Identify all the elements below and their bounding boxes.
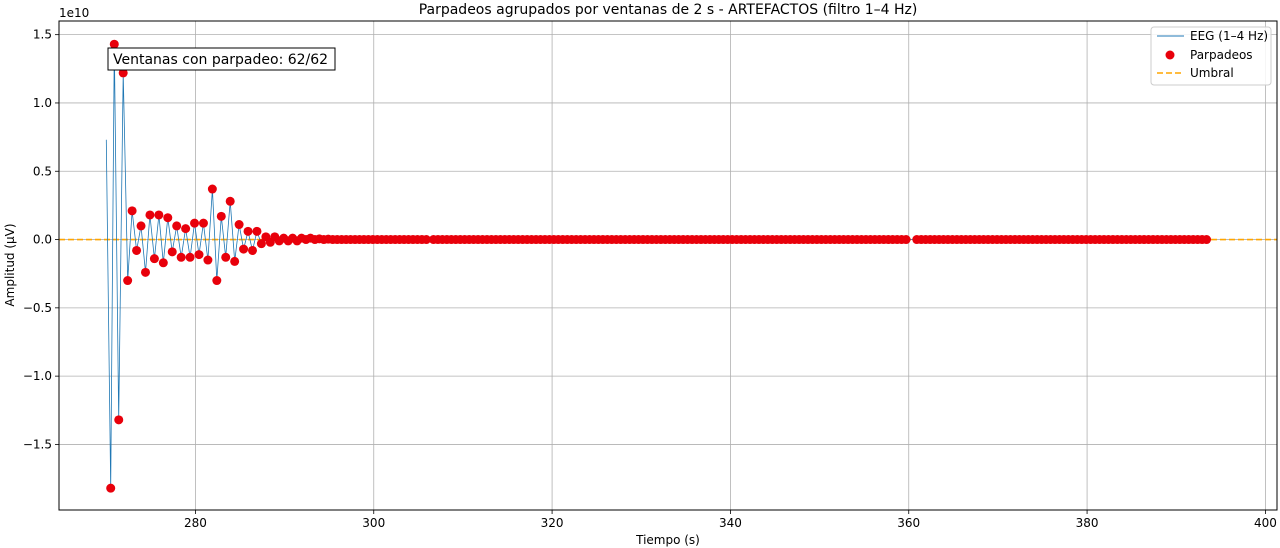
legend-eeg-label: EEG (1–4 Hz) [1190, 29, 1268, 43]
blink-point [198, 218, 208, 228]
blink-point [154, 210, 164, 220]
y-tick-label: 0.5 [33, 164, 52, 178]
annotation-box: Ventanas con parpadeo: 62/62 [107, 47, 336, 71]
blink-point [140, 267, 150, 277]
y-axis-label: Amplitud (µV) [3, 223, 17, 306]
blink-point [207, 184, 217, 194]
blink-point [109, 39, 119, 49]
legend: EEG (1–4 Hz) Parpadeos Umbral [1150, 26, 1272, 86]
blink-point [212, 276, 222, 286]
legend-blink-swatch [1165, 50, 1175, 60]
blink-point [132, 245, 142, 255]
blink-point [176, 252, 186, 262]
blink-point [901, 235, 911, 245]
x-tick-label: 280 [184, 516, 207, 530]
blink-point [221, 252, 231, 262]
x-axis-label: Tiempo (s) [635, 533, 700, 547]
y-tick-label: 0.0 [33, 233, 52, 247]
blink-point [127, 206, 137, 216]
y-axis: −1.5 −1.0 −0.5 0.0 0.5 1.0 1.5 [23, 28, 59, 451]
blink-point [167, 247, 177, 257]
blink-point [118, 68, 128, 78]
x-tick-label: 320 [541, 516, 564, 530]
blink-point [149, 254, 159, 264]
blink-point [239, 244, 249, 254]
annotation-text: Ventanas con parpadeo: 62/62 [113, 52, 328, 68]
blink-point [106, 483, 116, 493]
plot-area [59, 39, 1277, 493]
x-tick-label: 380 [1076, 516, 1099, 530]
blink-point [145, 210, 155, 220]
x-axis: 280 300 320 340 360 380 400 [184, 510, 1277, 530]
blink-point [225, 196, 235, 206]
blink-point [256, 239, 266, 249]
x-tick-label: 300 [362, 516, 385, 530]
blink-point [194, 250, 204, 260]
blink-point [181, 224, 191, 234]
legend-frame [1150, 26, 1272, 86]
axes-frame [58, 20, 1278, 511]
y-tick-label: −1.0 [23, 369, 52, 383]
blink-point [216, 211, 226, 221]
blink-point [114, 415, 124, 425]
blink-point [243, 226, 253, 236]
blink-point [234, 220, 244, 230]
blink-point [136, 221, 146, 231]
blink-point [247, 245, 257, 255]
blink-point [421, 235, 431, 245]
blink-point [163, 213, 173, 223]
blink-point [172, 221, 182, 231]
blink-point [190, 218, 200, 228]
chart-title: Parpadeos agrupados por ventanas de 2 s … [419, 2, 918, 18]
blink-point [1202, 235, 1212, 245]
y-tick-label: 1.5 [33, 28, 52, 42]
legend-threshold-label: Umbral [1190, 66, 1234, 80]
blink-point [185, 252, 195, 262]
y-tick-label: 1.0 [33, 96, 52, 110]
y-tick-label: −1.5 [23, 437, 52, 451]
blink-point [203, 255, 213, 265]
x-tick-label: 340 [719, 516, 742, 530]
blink-point [230, 256, 240, 266]
blink-point [252, 226, 262, 236]
y-offset-label: 1e10 [59, 6, 89, 20]
x-tick-label: 400 [1254, 516, 1277, 530]
y-tick-label: −0.5 [23, 301, 52, 315]
blink-point [158, 258, 168, 268]
x-tick-label: 360 [897, 516, 920, 530]
blink-points [106, 39, 1212, 493]
legend-blink-label: Parpadeos [1190, 48, 1253, 62]
blink-point [123, 276, 133, 286]
